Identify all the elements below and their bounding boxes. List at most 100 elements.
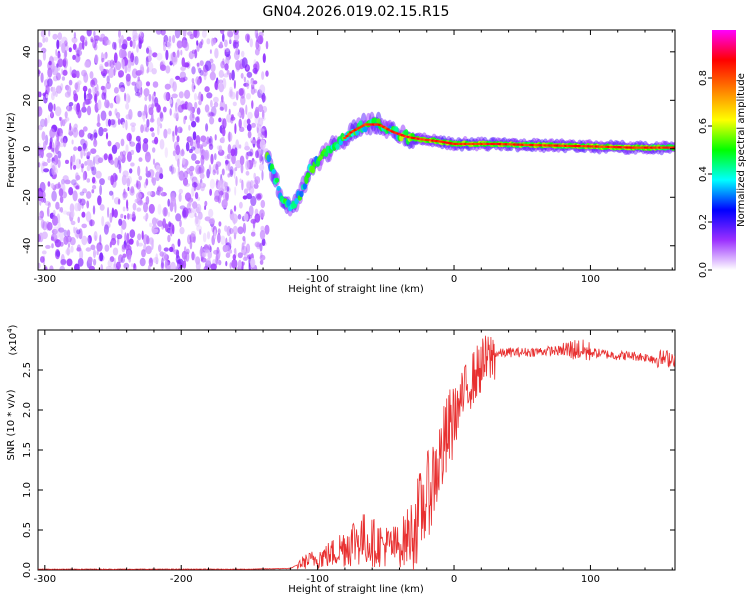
noise-blob [102, 72, 106, 78]
noise-blob [222, 118, 227, 130]
noise-blob [231, 259, 238, 269]
noise-blob [141, 230, 144, 240]
noise-blob [86, 30, 92, 37]
noise-blob [132, 211, 136, 218]
noise-blob [100, 85, 105, 91]
noise-blob [80, 163, 85, 169]
noise-blob [160, 64, 167, 71]
noise-blob [238, 144, 242, 149]
noise-blob [246, 71, 253, 78]
noise-blob [141, 112, 146, 120]
noise-blob [208, 143, 214, 150]
snr-y-label: SNR (10 * v/v) [6, 389, 17, 460]
noise-blob [96, 84, 99, 93]
noise-blob [254, 241, 261, 248]
noise-blob [76, 232, 79, 239]
noise-blob [157, 125, 160, 136]
noise-blob [254, 88, 257, 94]
noise-blob [87, 132, 92, 139]
noise-blob [173, 112, 177, 119]
noise-blob [207, 111, 214, 118]
spectrogram-y-ticks: -40 -20 0 20 40 [22, 45, 675, 254]
noise-blob [106, 39, 111, 46]
noise-blob [110, 119, 116, 126]
noise-blob [191, 182, 198, 188]
noise-blob [257, 35, 264, 45]
noise-blob [73, 164, 77, 170]
noise-blob [230, 209, 233, 215]
noise-blob [117, 118, 121, 125]
ridge-band [266, 154, 271, 163]
snr-x-tick-label: 100 [581, 574, 600, 585]
noise-blob [45, 244, 51, 249]
noise-blob [83, 150, 86, 157]
noise-blob [165, 65, 171, 74]
noise-blob [144, 104, 148, 115]
noise-blob [137, 165, 141, 177]
noise-blob [136, 69, 143, 75]
noise-blob [57, 150, 62, 159]
noise-blob [81, 235, 88, 246]
noise-blob [195, 256, 201, 265]
noise-blob [87, 236, 90, 245]
noise-blob [261, 238, 266, 247]
noise-blob [243, 76, 247, 83]
noise-blob [122, 206, 126, 212]
noise-blob [188, 124, 191, 131]
noise-blob [145, 245, 152, 255]
noise-blob [121, 43, 128, 50]
noise-blob [105, 81, 112, 90]
noise-blob [130, 52, 135, 63]
noise-blob [60, 83, 64, 91]
noise-blob [53, 103, 56, 112]
noise-blob [67, 242, 71, 248]
noise-blob [74, 202, 80, 212]
noise-blob [182, 39, 188, 49]
noise-blob [167, 128, 172, 135]
noise-blob [200, 39, 204, 45]
noise-blob [253, 179, 259, 185]
noise-blob [173, 249, 180, 255]
snr-scale-label: (x104) [6, 324, 19, 355]
noise-blob [204, 248, 209, 254]
noise-blob [133, 32, 139, 38]
noise-blob [260, 130, 266, 139]
noise-blob [169, 60, 173, 66]
noise-blob [206, 168, 210, 179]
noise-blob [177, 263, 180, 268]
noise-blob [176, 40, 183, 49]
noise-blob [59, 116, 62, 121]
noise-blob [79, 191, 85, 196]
noise-blob [41, 131, 46, 141]
noise-blob [233, 248, 237, 255]
noise-blob [151, 132, 155, 138]
noise-blob [152, 228, 159, 233]
noise-blob [39, 199, 42, 206]
noise-blob [250, 231, 256, 237]
noise-blob [154, 136, 159, 145]
spectrogram-y-tick-label: 0 [22, 146, 33, 152]
noise-blob [41, 231, 48, 240]
noise-blob [241, 242, 245, 251]
noise-blob [51, 243, 54, 249]
noise-blob [188, 136, 193, 142]
noise-blob [131, 125, 136, 133]
noise-blob [193, 93, 198, 101]
ridge-band [271, 169, 276, 175]
noise-blob [73, 93, 78, 102]
noise-blob [224, 63, 229, 71]
noise-blob [74, 263, 80, 270]
ridge-band [299, 190, 304, 198]
noise-blob [262, 95, 267, 102]
noise-blob [86, 191, 92, 199]
noise-blob [149, 117, 155, 123]
noise-blob [44, 201, 51, 206]
noise-blob [180, 49, 183, 56]
noise-blob [71, 37, 78, 44]
noise-blob [122, 194, 127, 201]
noise-blob [240, 72, 244, 79]
noise-blob [38, 262, 41, 269]
noise-blob [256, 194, 262, 201]
noise-blob [129, 229, 136, 239]
noise-blob [226, 69, 230, 75]
